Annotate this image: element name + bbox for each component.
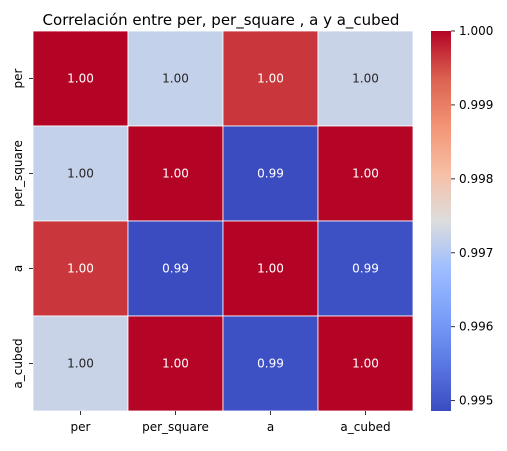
heatmap-cell (127, 30, 224, 127)
cell-annotation: 1.00 (352, 72, 379, 86)
chart-title: Correlación entre per, per_square , a y … (43, 11, 400, 30)
row-tick-label: per (11, 68, 25, 88)
colorbar-tick-label: 0.999 (459, 98, 493, 112)
colorbar (431, 31, 451, 411)
heatmap-cell (317, 315, 414, 412)
heatmap-cell (32, 30, 129, 127)
cell-annotation: 0.99 (162, 262, 189, 276)
heatmap-cell (222, 315, 319, 412)
heatmap-cell (127, 220, 224, 317)
cell-annotation: 1.00 (162, 357, 189, 371)
colorbar-tick-label: 0.996 (459, 320, 493, 334)
cell-annotation: 1.00 (162, 167, 189, 181)
cell-annotation: 1.00 (67, 357, 94, 371)
column-tick-labels: per per_square a a_cubed (71, 411, 391, 434)
row-tick-label: per_square (11, 140, 25, 207)
cell-annotation: 1.00 (257, 72, 284, 86)
colorbar-ticks: 1.000 0.999 0.998 0.997 0.996 0.995 (451, 24, 493, 408)
heatmap-cell (317, 30, 414, 127)
heatmap-cell (127, 315, 224, 412)
heatmap-cell (127, 125, 224, 222)
cell-annotation: 1.00 (67, 262, 94, 276)
row-tick-label: a_cubed (11, 338, 25, 388)
heatmap-cell (32, 125, 129, 222)
cell-annotation: 1.00 (352, 357, 379, 371)
cell-annotation: 1.00 (162, 72, 189, 86)
colorbar-gradient (431, 31, 451, 411)
column-tick-label: a (267, 420, 274, 434)
column-tick-label: a_cubed (340, 420, 390, 434)
colorbar-tick-label: 0.998 (459, 172, 493, 186)
column-tick-label: per (71, 420, 91, 434)
cell-annotation: 0.99 (352, 262, 379, 276)
cell-annotation: 1.00 (67, 72, 94, 86)
heatmap-cell (222, 30, 319, 127)
colorbar-tick-label: 0.995 (459, 394, 493, 408)
heatmap-cell (317, 125, 414, 222)
heatmap-cell (32, 315, 129, 412)
cell-annotation: 0.99 (257, 357, 284, 371)
row-tick-label: a (11, 265, 25, 272)
cell-annotation: 1.00 (257, 262, 284, 276)
heatmap-cell (317, 220, 414, 317)
colorbar-tick-label: 0.997 (459, 246, 493, 260)
heatmap-cells: 1.00 1.00 1.00 1.00 1.00 1.00 0.99 1.00 1.00 0.99… (32, 30, 414, 412)
colorbar-tick-label: 1.000 (459, 24, 493, 38)
cell-annotation: 0.99 (257, 167, 284, 181)
cell-annotation: 1.00 (67, 167, 94, 181)
cell-annotation: 1.00 (352, 167, 379, 181)
column-tick-label: per_square (142, 420, 209, 434)
